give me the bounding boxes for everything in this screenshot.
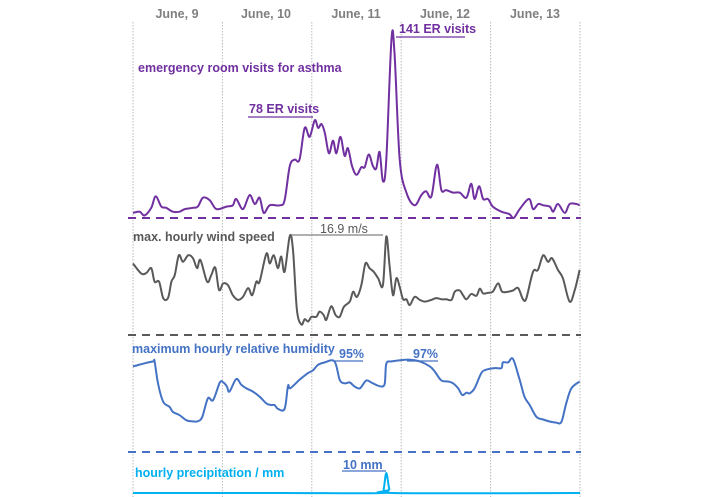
precipitation-series-line <box>132 472 581 495</box>
precipitation-label: hourly precipitation / mm <box>135 466 285 480</box>
annotation-78-er-visits: 78 ER visits <box>249 102 320 116</box>
humidity-label: maximum hourly relative humidity <box>132 342 335 356</box>
wind-speed-label: max. hourly wind speed <box>133 230 275 244</box>
wind_speed-series-line <box>132 233 581 326</box>
er-visits-label: emergency room visits for asthma <box>138 61 342 75</box>
day-label-june-12: June, 12 <box>419 7 471 21</box>
annotation-wind-16-9: 16.9 m/s <box>320 222 368 236</box>
day-label-june-13: June, 13 <box>509 7 561 21</box>
day-label-june-11: June, 11 <box>331 7 381 21</box>
annotation-humidity-97: 97% <box>413 347 439 361</box>
day-label-june-9: June, 9 <box>155 7 199 21</box>
annotation-141-er-visits: 141 ER visits <box>399 22 477 36</box>
er_visits-series-line <box>132 29 581 220</box>
annotation-precip-10mm: 10 mm <box>343 458 383 472</box>
relative_humidity-series-line <box>132 357 581 425</box>
annotation-humidity-95: 95% <box>339 347 365 361</box>
day-label-june-10: June, 10 <box>240 7 292 21</box>
